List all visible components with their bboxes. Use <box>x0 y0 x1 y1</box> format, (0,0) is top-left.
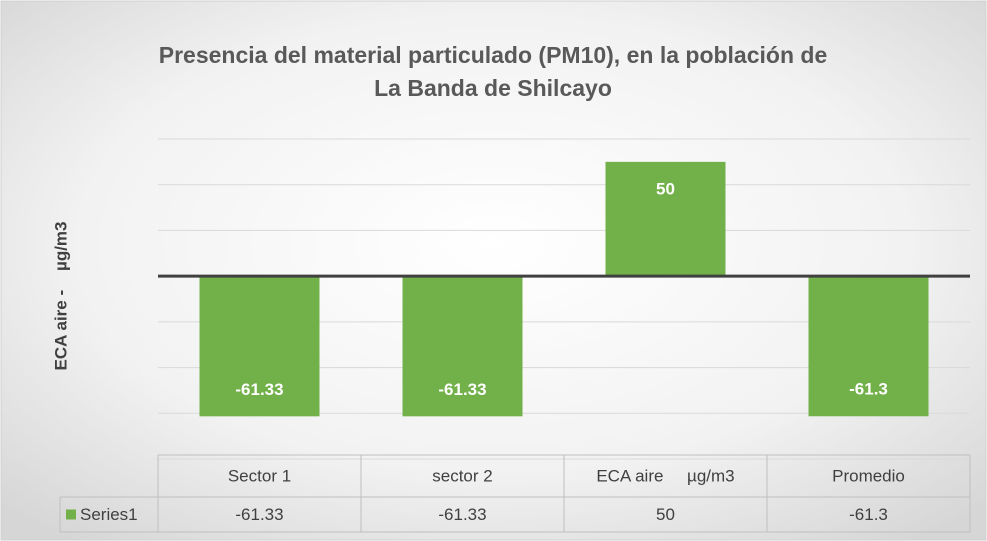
table-value: -61.33 <box>438 505 486 524</box>
y-axis-label: ECA aire - µg/m3 <box>51 222 70 371</box>
data-label: -61.33 <box>235 380 283 399</box>
data-label: -61.3 <box>849 380 888 399</box>
data-label: -61.33 <box>438 380 486 399</box>
legend-key <box>66 509 76 520</box>
chart-title: La Banda de Shilcayo <box>374 75 612 101</box>
legend-label: Series1 <box>80 505 138 524</box>
bar <box>605 161 726 277</box>
x-tick-label: Sector 1 <box>228 466 291 485</box>
table-value: 50 <box>656 505 675 524</box>
bar <box>199 276 320 417</box>
data-label: 50 <box>656 179 675 198</box>
table-value: -61.33 <box>235 505 283 524</box>
x-tick-label: ECA aire µg/m3 <box>596 466 734 485</box>
bar <box>808 276 929 417</box>
chart-title: Presencia del material particulado (PM10… <box>159 42 827 68</box>
bar <box>402 276 523 417</box>
x-tick-label: Promedio <box>832 466 905 485</box>
table-value: -61.3 <box>849 505 888 524</box>
x-tick-label: sector 2 <box>432 466 492 485</box>
